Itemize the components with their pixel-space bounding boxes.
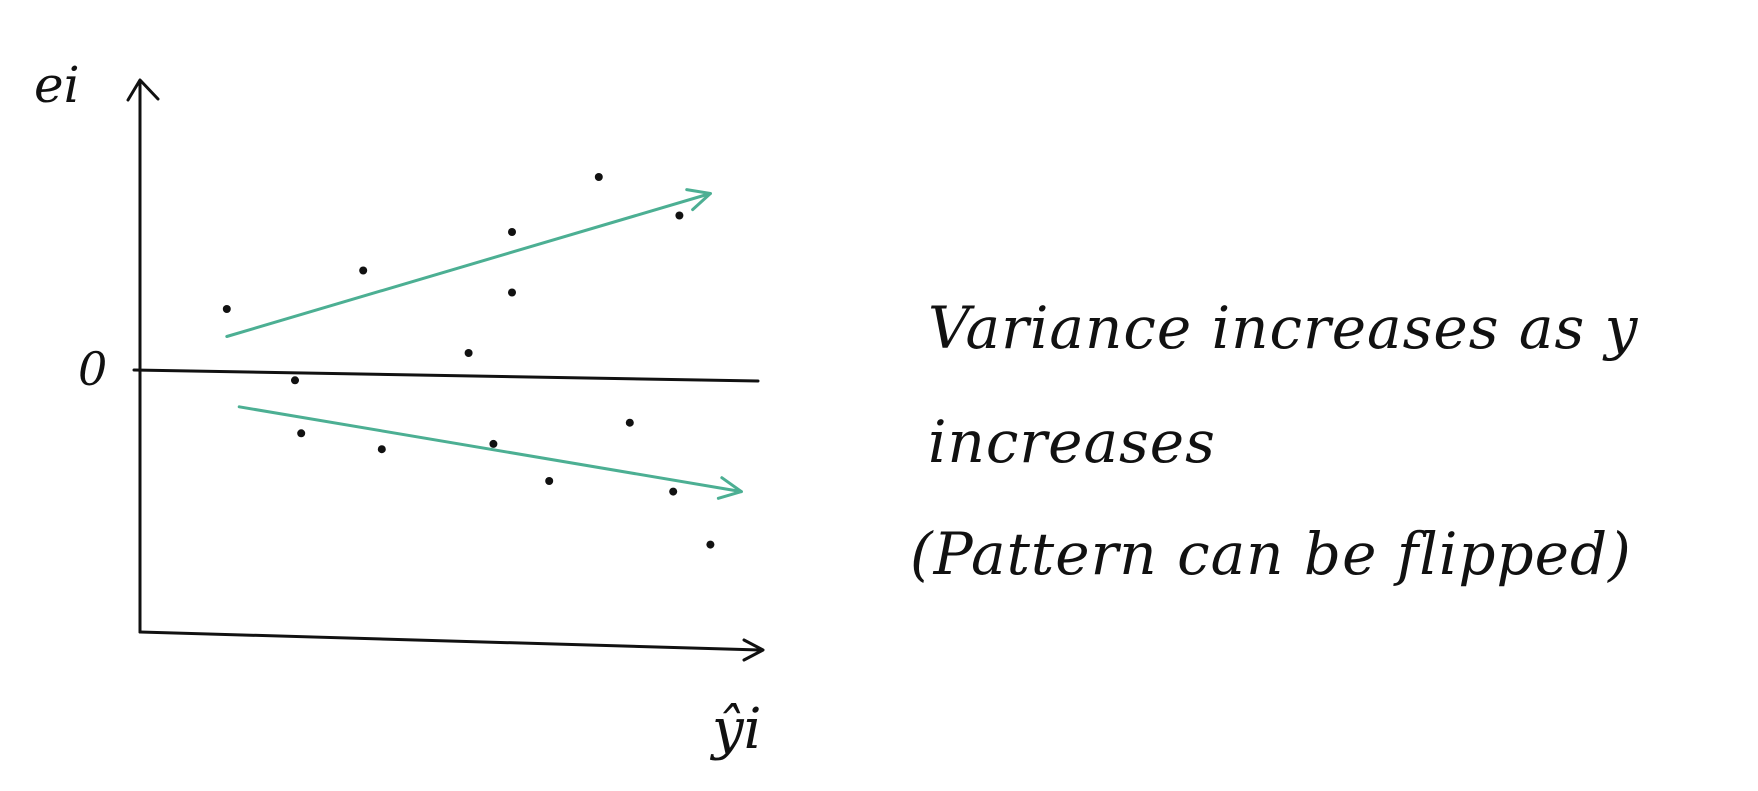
- zero-tick-label: 0: [78, 342, 107, 396]
- trend-arrows: [225, 188, 743, 500]
- residual-point-1: [222, 305, 231, 313]
- zero-line: [132, 368, 760, 383]
- residual-point-11: [489, 439, 498, 448]
- residual-point-4: [594, 173, 603, 181]
- note-line-2: increases: [928, 408, 1216, 476]
- residual-point-7: [464, 349, 473, 357]
- x-axis-arrowhead: [742, 638, 765, 662]
- y-axis-arrowhead: [126, 78, 160, 102]
- trend-line-2: [237, 405, 743, 494]
- note-line-1: Variance increases as y: [928, 294, 1639, 362]
- residual-point-3: [508, 228, 516, 236]
- residual-point-10: [377, 445, 386, 454]
- x-axis-label: ŷi: [709, 697, 762, 762]
- residual-point-12: [625, 418, 634, 427]
- residual-points: [222, 173, 715, 549]
- residual-point-15: [706, 540, 715, 549]
- note-line-3: (Pattern can be flipped): [910, 520, 1632, 588]
- residual-point-5: [675, 211, 684, 220]
- trend-line-1: [225, 192, 712, 338]
- residual-point-6: [508, 288, 516, 297]
- y-axis-label: ei: [34, 56, 80, 114]
- residual-point-13: [545, 477, 554, 485]
- x-axis: [138, 630, 762, 652]
- trend-arrowhead-1: [685, 188, 712, 212]
- residual-point-2: [359, 266, 368, 275]
- residual-point-14: [669, 487, 678, 496]
- residual-point-8: [291, 376, 299, 385]
- trend-arrowhead-2: [716, 476, 743, 500]
- residual-point-9: [297, 429, 306, 438]
